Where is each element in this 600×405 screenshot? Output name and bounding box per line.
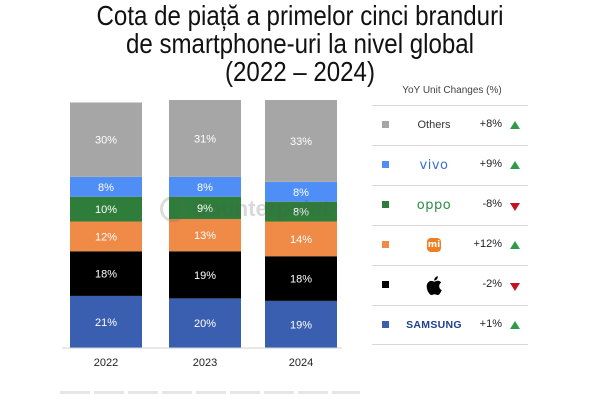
data-label: 21% bbox=[95, 317, 117, 329]
x-axis: 2022 2023 2024 bbox=[94, 357, 313, 369]
brand-others: Others bbox=[396, 106, 472, 144]
data-label: 8% bbox=[293, 187, 309, 199]
bar-segment bbox=[70, 221, 142, 252]
legend-swatch bbox=[382, 321, 389, 328]
legend-item-oppo: oppo -8% bbox=[372, 185, 528, 224]
legend-swatch bbox=[382, 161, 389, 168]
legend-item-vivo: vivo +9% bbox=[372, 145, 528, 184]
bar-segment bbox=[70, 251, 142, 296]
title-line-1: Cota de piață a primelor cinci branduri bbox=[96, 0, 504, 31]
data-label: 9% bbox=[197, 203, 213, 215]
brand-oppo-logo: oppo bbox=[396, 186, 472, 224]
yoy-change: +1% bbox=[479, 318, 502, 330]
data-label: 8% bbox=[98, 182, 114, 194]
footnote-source-line bbox=[60, 391, 360, 394]
data-label: 12% bbox=[95, 231, 117, 243]
brand-xiaomi-logo: mi bbox=[396, 226, 472, 264]
brand-vivo-logo: vivo bbox=[396, 146, 472, 184]
trend-up-icon bbox=[510, 121, 520, 129]
data-label: 10% bbox=[95, 204, 117, 216]
trend-down-icon bbox=[510, 283, 520, 291]
yoy-change: +8% bbox=[479, 118, 502, 130]
bar-segment bbox=[169, 219, 241, 252]
trend-up-icon bbox=[510, 161, 520, 169]
data-label: 31% bbox=[194, 133, 216, 145]
legend-item-xiaomi: mi +12% bbox=[372, 225, 528, 264]
data-label: 20% bbox=[194, 318, 216, 330]
data-label: 8% bbox=[293, 207, 309, 219]
trend-down-icon bbox=[510, 203, 520, 211]
yoy-change: +12% bbox=[473, 238, 502, 250]
bar-segment bbox=[265, 221, 337, 257]
bar-segment bbox=[70, 196, 142, 222]
legend-item-apple: -2% bbox=[372, 265, 528, 304]
bar-segment bbox=[70, 295, 142, 348]
bar-segment bbox=[169, 298, 241, 348]
bar-segment bbox=[265, 256, 337, 301]
brand-label: Others bbox=[417, 119, 451, 131]
brand-apple-logo bbox=[396, 266, 472, 304]
x-tick-label: 2024 bbox=[289, 357, 313, 369]
data-label: 33% bbox=[290, 136, 312, 148]
brand-label: oppo bbox=[416, 197, 452, 213]
apple-logo-icon bbox=[426, 275, 442, 295]
value-labels-layer: 21% 18% 12% 10% 8% 30% 20% 19% 13% 9% 8% 31% 19% 18% 1… bbox=[95, 133, 312, 331]
data-label: 18% bbox=[95, 269, 117, 281]
legend-swatch bbox=[382, 201, 389, 208]
x-tick-label: 2022 bbox=[94, 357, 118, 369]
x-tick-label: 2023 bbox=[193, 357, 217, 369]
xiaomi-logo-icon: mi bbox=[427, 238, 441, 252]
trend-up-icon bbox=[510, 241, 520, 249]
legend-swatch bbox=[382, 241, 389, 248]
bar-segment bbox=[169, 196, 241, 220]
bar-segment bbox=[169, 176, 241, 197]
data-label: 8% bbox=[197, 182, 213, 194]
data-label: 30% bbox=[95, 135, 117, 147]
brand-samsung-logo: SAMSUNG bbox=[396, 306, 472, 344]
legend-item-samsung: SAMSUNG +1% bbox=[372, 305, 528, 345]
data-label: 18% bbox=[290, 274, 312, 286]
data-label: 13% bbox=[194, 230, 216, 242]
bars-layer bbox=[70, 100, 337, 348]
legend-item-others: Others +8% bbox=[372, 105, 528, 144]
legend-title: YoY Unit Changes (%) bbox=[402, 85, 502, 96]
bar-segment bbox=[265, 100, 337, 182]
bar-segment bbox=[265, 181, 337, 202]
bar-segment bbox=[169, 100, 241, 177]
title-line-3: (2022 – 2024) bbox=[225, 56, 375, 87]
yoy-change: -8% bbox=[482, 198, 502, 210]
legend-swatch bbox=[382, 121, 389, 128]
title-line-2: de smartphone-uri la nivel global bbox=[125, 28, 475, 59]
brand-label: SAMSUNG bbox=[406, 319, 462, 331]
data-label: 19% bbox=[290, 319, 312, 331]
yoy-change: +9% bbox=[479, 158, 502, 170]
trend-up-icon bbox=[510, 321, 520, 329]
bar-segment bbox=[70, 176, 142, 197]
bar-segment bbox=[70, 102, 142, 177]
chart-title: Cota de piață a primelor cinci branduri … bbox=[42, 2, 558, 86]
bar-segment bbox=[265, 201, 337, 222]
bar-segment bbox=[169, 251, 241, 299]
data-label: 19% bbox=[194, 270, 216, 282]
yoy-change: -2% bbox=[482, 278, 502, 290]
legend-swatch bbox=[382, 281, 389, 288]
brand-label: vivo bbox=[419, 157, 449, 173]
bar-segment bbox=[265, 300, 337, 348]
data-label: 14% bbox=[290, 234, 312, 246]
